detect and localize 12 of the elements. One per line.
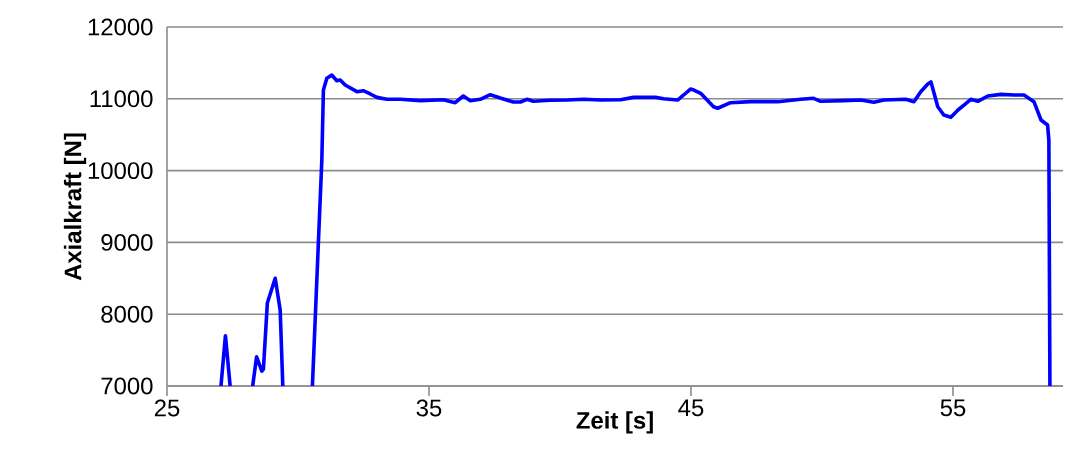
x-tick-label: 25 [154,399,180,417]
y-tick-label: 10000 [88,162,153,180]
x-tick-label: 45 [678,399,704,417]
y-axis-title: Axialkraft [N] [63,133,87,281]
x-tick-label: 55 [940,399,966,417]
x-tick-label: 35 [416,399,442,417]
x-axis-title: Zeit [s] [576,411,653,434]
y-tick-label: 12000 [88,18,153,36]
y-tick-label: 7000 [101,377,153,395]
y-tick-label: 11000 [90,90,153,108]
y-tick-label: 9000 [101,233,153,251]
y-tick-label: 8000 [101,305,153,323]
